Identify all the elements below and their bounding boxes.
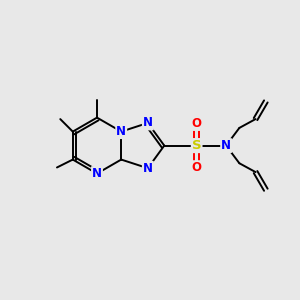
Text: S: S: [192, 139, 202, 152]
Text: N: N: [221, 139, 231, 152]
Text: N: N: [116, 125, 126, 138]
Text: N: N: [143, 162, 153, 175]
Text: O: O: [192, 161, 202, 174]
Text: N: N: [143, 116, 153, 130]
Text: O: O: [192, 117, 202, 130]
Text: N: N: [92, 167, 102, 180]
